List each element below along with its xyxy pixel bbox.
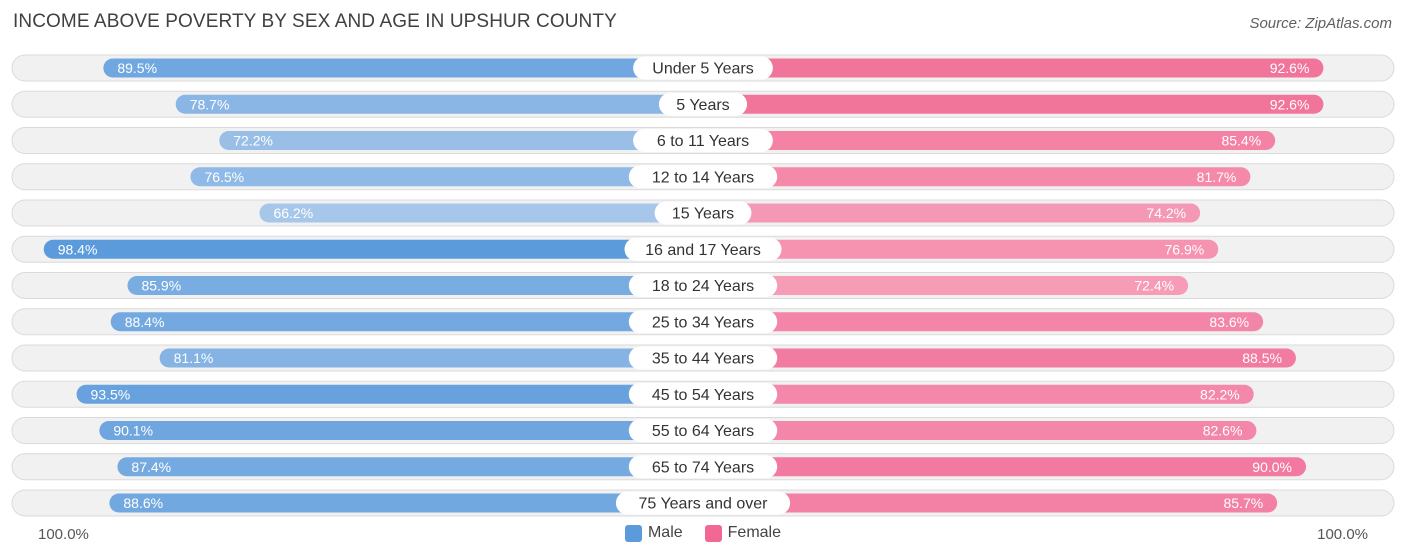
legend-swatch-female	[704, 524, 722, 542]
male-bar	[159, 348, 703, 368]
female-bar	[703, 239, 1219, 259]
category-label-bg	[628, 382, 778, 406]
male-bar	[190, 167, 703, 187]
category-label: 6 to 11 Years	[657, 133, 749, 150]
male-value-label: 88.4%	[125, 314, 165, 330]
male-bar	[127, 276, 704, 295]
male-value-label: 87.4%	[131, 459, 171, 475]
female-bar	[703, 94, 1324, 114]
female-value-label: 76.9%	[1165, 241, 1205, 257]
male-value-label: 85.9%	[141, 278, 181, 294]
female-value-label: 90.0%	[1252, 459, 1292, 475]
male-bar	[175, 94, 703, 114]
female-value-label: 82.2%	[1200, 386, 1240, 402]
category-label-bg	[633, 129, 773, 152]
male-value-label: 88.6%	[123, 495, 163, 511]
female-value-label: 82.6%	[1203, 423, 1243, 439]
category-label: 25 to 34 Years	[652, 314, 754, 331]
chart-title: INCOME ABOVE POVERTY BY SEX AND AGE IN U…	[13, 11, 617, 32]
male-bar	[99, 421, 703, 440]
female-bar	[703, 421, 1257, 440]
female-bar	[703, 384, 1254, 404]
category-label: 45 to 54 Years	[652, 387, 754, 404]
category-label-bg	[624, 237, 782, 261]
male-bar	[110, 312, 704, 332]
male-bar	[43, 239, 704, 259]
female-bar	[703, 493, 1278, 513]
male-bar	[219, 131, 703, 150]
category-label-bg	[654, 201, 752, 225]
female-bar	[703, 348, 1296, 368]
male-value-label: 78.7%	[190, 96, 230, 112]
legend-swatch-male	[624, 524, 642, 542]
male-value-label: 98.4%	[58, 241, 98, 257]
category-label-bg	[615, 491, 791, 515]
female-bar	[703, 131, 1276, 150]
female-bar	[703, 457, 1306, 477]
category-label: 35 to 44 Years	[652, 351, 754, 368]
female-bar	[703, 58, 1324, 78]
male-value-label: 93.5%	[91, 386, 131, 402]
category-label: Under 5 Years	[652, 61, 753, 78]
category-label: 12 to 14 Years	[652, 169, 754, 186]
category-label-bg	[633, 56, 773, 80]
female-value-label: 81.7%	[1197, 169, 1237, 185]
category-label-bg	[628, 346, 778, 370]
category-label-bg	[628, 274, 778, 297]
legend-item-male: Male	[624, 524, 683, 542]
male-bar	[103, 58, 704, 78]
female-bar	[703, 312, 1264, 332]
male-bar	[109, 493, 703, 513]
source-credit: Source: ZipAtlas.com	[1249, 15, 1392, 32]
legend-label-female: Female	[727, 524, 782, 541]
category-label-bg	[628, 310, 778, 334]
category-label: 15 Years	[672, 206, 734, 223]
category-label-bg	[628, 165, 778, 189]
legend-label-male: Male	[647, 524, 683, 541]
male-value-label: 90.1%	[113, 423, 153, 439]
female-value-label: 85.4%	[1221, 133, 1261, 149]
male-value-label: 66.2%	[273, 205, 313, 221]
category-label: 75 Years and over	[639, 496, 769, 513]
female-value-label: 92.6%	[1270, 60, 1310, 76]
female-value-label: 88.5%	[1242, 350, 1282, 366]
female-value-label: 83.6%	[1209, 314, 1249, 330]
male-bar	[76, 384, 704, 404]
female-value-label: 85.7%	[1223, 495, 1263, 511]
male-value-label: 72.2%	[233, 133, 273, 149]
male-bar	[259, 203, 703, 223]
category-label-bg	[628, 419, 778, 442]
female-value-label: 72.4%	[1134, 278, 1174, 294]
category-label: 18 to 24 Years	[652, 278, 754, 295]
axis-left-label: 100.0%	[38, 526, 89, 543]
category-label: 55 to 64 Years	[652, 423, 754, 440]
male-value-label: 89.5%	[117, 60, 157, 76]
axis-right-label: 100.0%	[1317, 526, 1368, 543]
category-label: 16 and 17 Years	[645, 242, 761, 259]
male-bar	[117, 457, 704, 477]
male-value-label: 76.5%	[204, 169, 244, 185]
category-label: 5 Years	[676, 97, 729, 114]
category-label-bg	[658, 92, 748, 116]
female-value-label: 92.6%	[1270, 96, 1310, 112]
category-label-bg	[628, 455, 778, 479]
female-value-label: 74.2%	[1146, 205, 1186, 221]
female-bar	[703, 276, 1189, 295]
female-bar	[703, 203, 1201, 223]
category-label: 65 to 74 Years	[652, 459, 754, 476]
legend-item-female: Female	[704, 524, 782, 542]
legend: Male Female	[0, 524, 1406, 542]
female-bar	[703, 167, 1251, 187]
male-value-label: 81.1%	[174, 350, 214, 366]
